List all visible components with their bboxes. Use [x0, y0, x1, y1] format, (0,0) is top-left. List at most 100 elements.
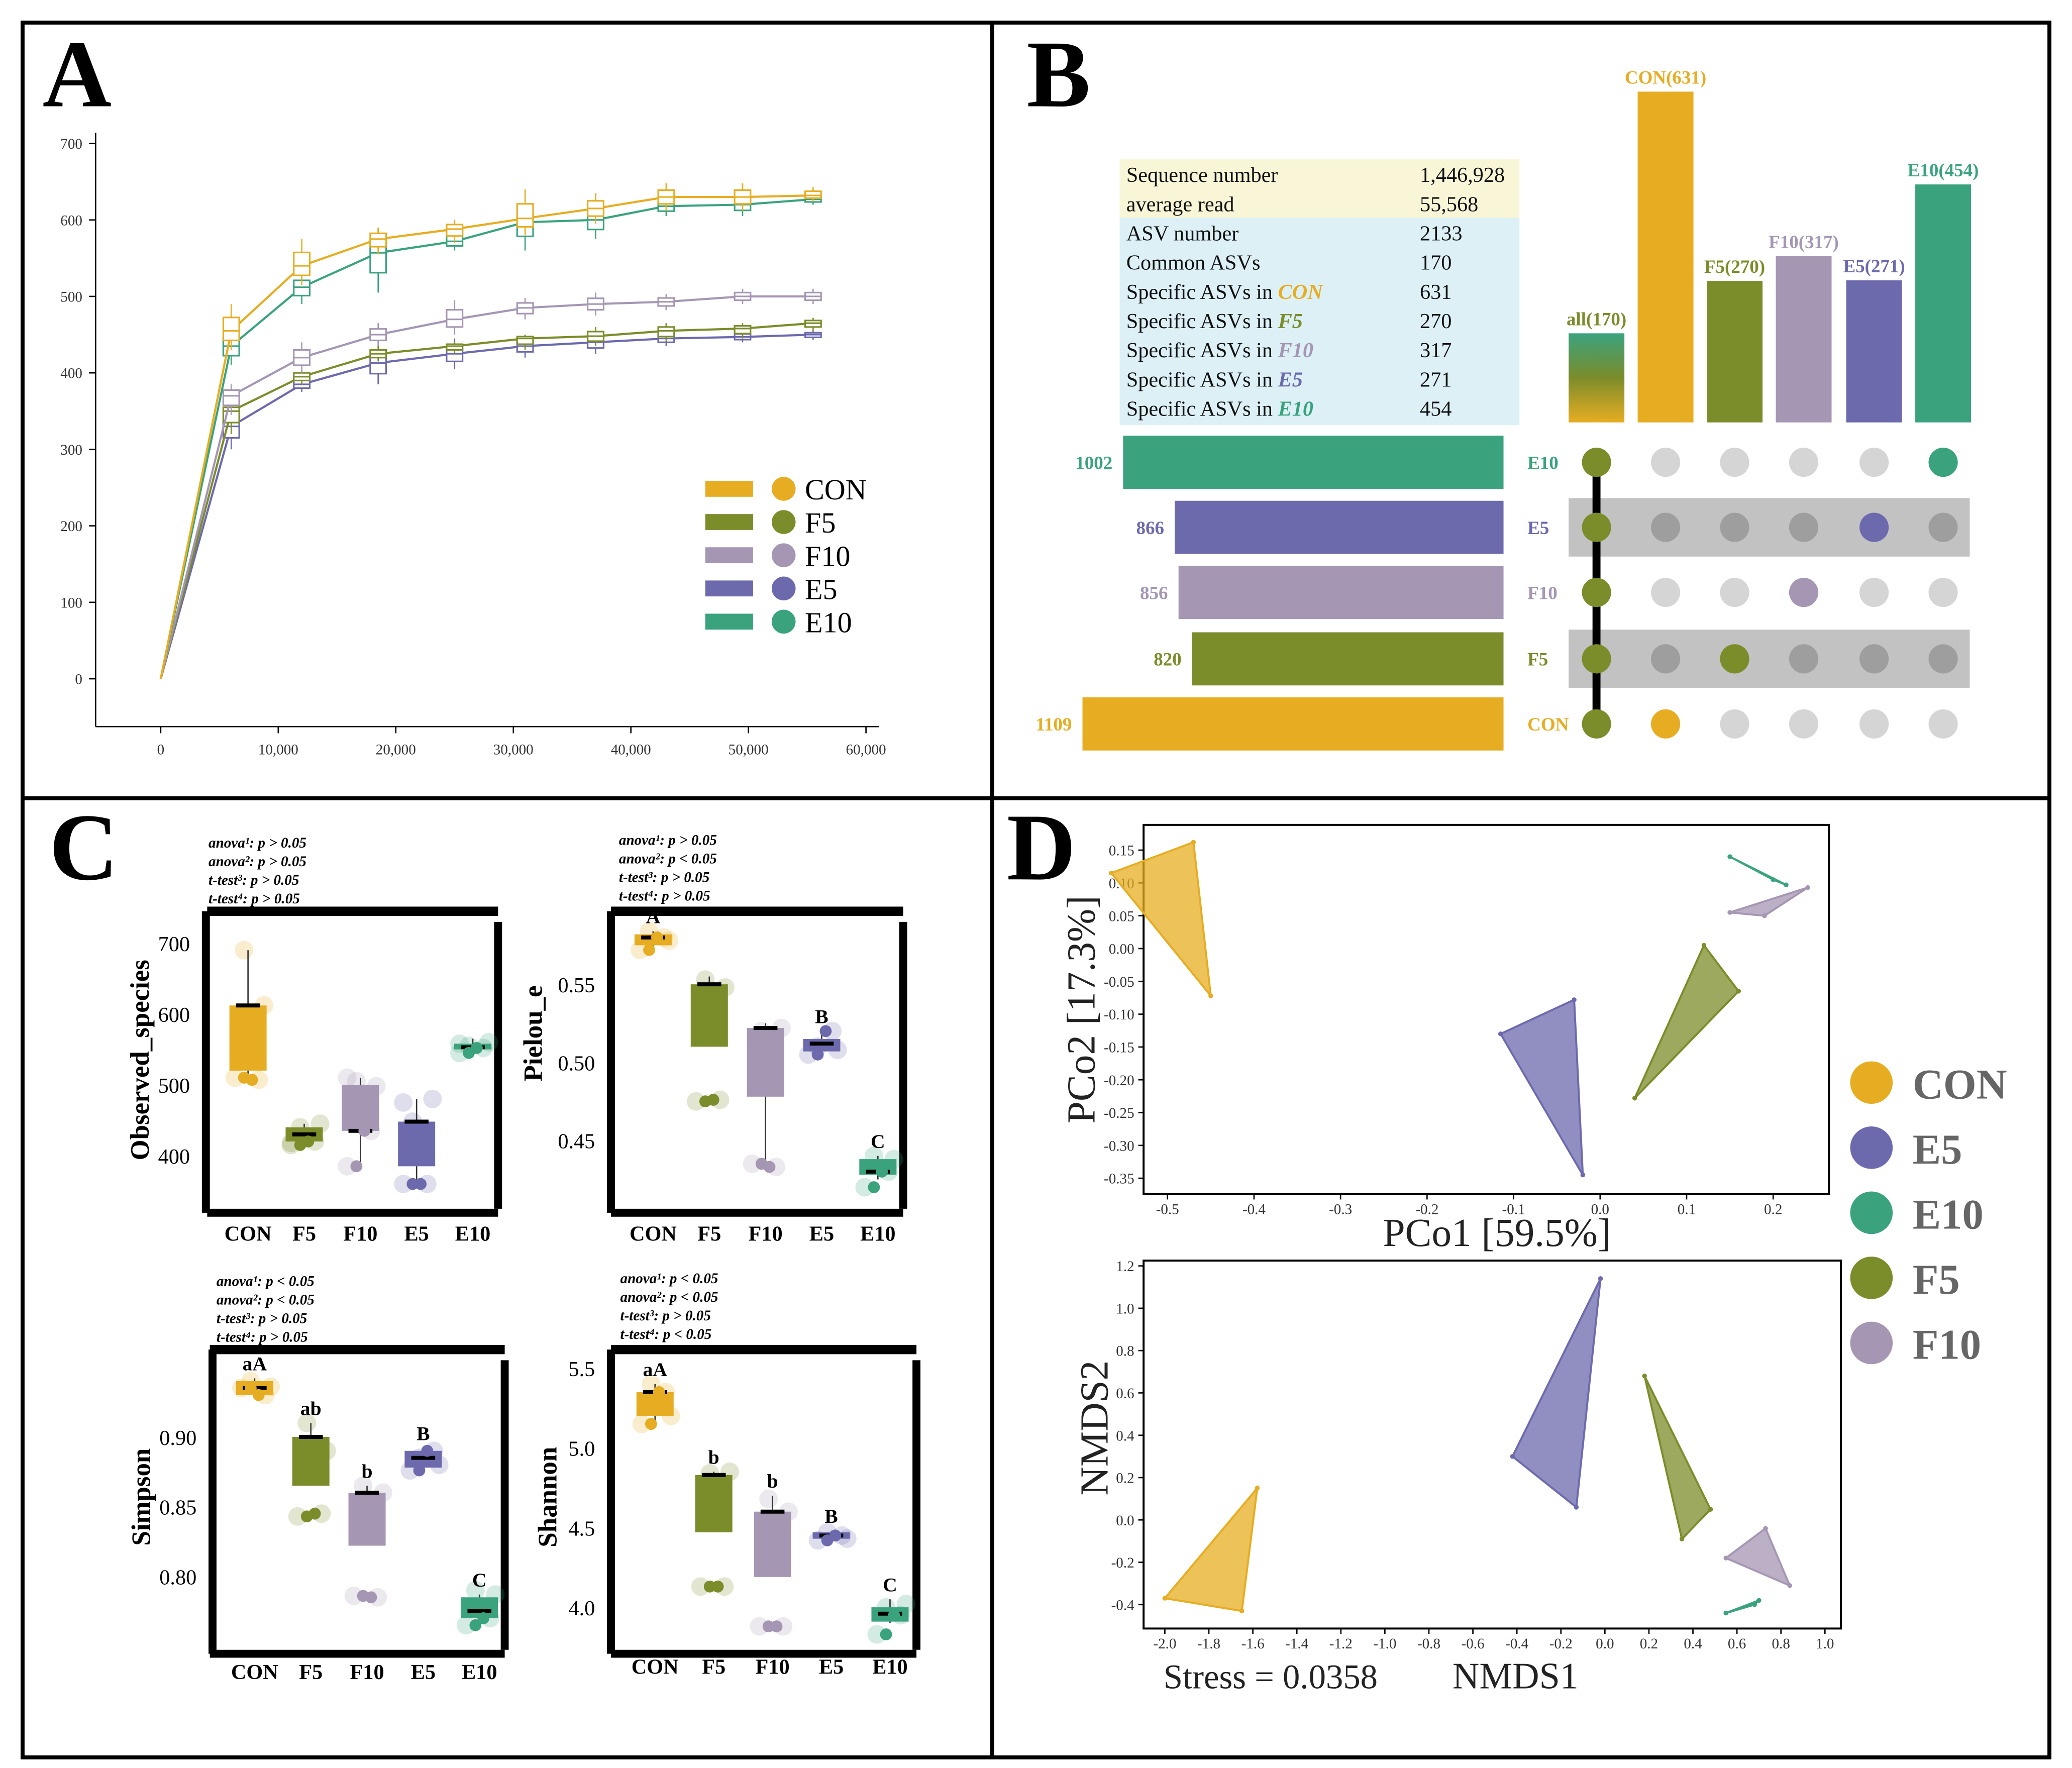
set-name-label: CON — [1527, 714, 1569, 735]
hull-point — [1642, 1373, 1647, 1379]
box — [657, 326, 675, 338]
category-label: CON — [231, 1660, 278, 1684]
hull-point — [1109, 871, 1114, 876]
stats-text: t-test³: p > 0.05 — [217, 1310, 307, 1326]
table-row-value: 631 — [1420, 280, 1452, 304]
y-tick-label: 700 — [158, 932, 190, 956]
significance-letter: b — [708, 1446, 719, 1469]
jitter-point-light — [338, 1068, 357, 1087]
x-tick-label: 0.4 — [1684, 1636, 1702, 1652]
set-name-label: F5 — [1527, 650, 1548, 670]
x-tick-label: 0.1 — [1678, 1202, 1696, 1218]
y-tick-label: -0.15 — [1104, 1039, 1134, 1056]
category-label: E10 — [455, 1222, 490, 1245]
category-label: F5 — [702, 1655, 726, 1679]
y-tick-label: 1.2 — [1116, 1259, 1134, 1275]
y-tick-label: -0.4 — [1111, 1597, 1134, 1613]
x-tick-label: 10,000 — [258, 742, 298, 758]
significance-letter: A — [646, 906, 661, 928]
table-row-prefix: ASV number — [1126, 222, 1239, 246]
y-tick-label: 600 — [158, 1003, 190, 1027]
legend-dot-e5 — [771, 576, 796, 601]
hull-con — [1109, 841, 1212, 999]
table-row-prefix: average read — [1126, 192, 1234, 216]
jitter-point — [876, 1166, 888, 1178]
stats-text: anova²: p < 0.05 — [620, 1289, 718, 1305]
legend-label-e10: E10 — [805, 606, 852, 639]
boxplot-panel-simpson: anova¹: p < 0.05 anova²: p < 0.05 t-test³:… — [127, 1273, 509, 1684]
matrix-dot — [1582, 578, 1611, 607]
jitter-point — [643, 944, 655, 956]
boxplot-f10 — [804, 288, 822, 304]
jitter-point-light — [344, 1586, 363, 1605]
y-tick-label: 0.8 — [1116, 1343, 1134, 1360]
x-tick-label: 20,000 — [376, 742, 416, 758]
legend-dot-con — [1850, 1061, 1893, 1104]
boxplot-con — [734, 183, 752, 211]
jitter-point — [829, 1529, 842, 1542]
intersection-bar — [1569, 333, 1625, 423]
x-tick-label: 0.8 — [1772, 1636, 1790, 1652]
boxplot-f10 — [222, 384, 240, 415]
legend-label-f5: F5 — [1913, 1257, 1960, 1303]
box — [369, 232, 387, 248]
panel-a-rarefaction-chart: 0 100 200 300 400 500 600 700 0 10,000 20,000 30,00… — [60, 133, 886, 758]
hull-point — [1752, 1602, 1757, 1607]
category-label: F10 — [343, 1222, 377, 1245]
jitter-point — [711, 1580, 724, 1593]
y-tick-label: -0.25 — [1104, 1105, 1134, 1121]
box — [734, 325, 752, 335]
y-tick-label: 0 — [75, 672, 82, 688]
boxplot-f5 — [369, 346, 387, 362]
hull-point — [1572, 997, 1577, 1002]
table-row-label: Common ASVs — [1126, 251, 1261, 275]
x-tick-label: -0.3 — [1329, 1202, 1352, 1218]
matrix-dot — [1720, 709, 1749, 739]
x-tick-label: 60,000 — [846, 742, 886, 758]
hull-point — [1756, 1598, 1762, 1603]
boxplot-con — [369, 227, 387, 255]
plot-frame — [1143, 1260, 1842, 1630]
hull-point — [1708, 1507, 1713, 1512]
table-row-group: F5 — [1278, 309, 1303, 333]
matrix-dot — [1859, 709, 1889, 739]
category-label: E5 — [809, 1222, 834, 1245]
category-label: E5 — [404, 1222, 429, 1245]
legend-label-e10: E10 — [1913, 1192, 1984, 1238]
jitter-point-light — [457, 1616, 476, 1635]
set-size-label: 1002 — [1075, 453, 1112, 473]
series-line-e5 — [159, 333, 813, 679]
plot-frame — [1143, 823, 1830, 1195]
jitter-point — [415, 1178, 427, 1190]
set-size-bar — [1175, 500, 1504, 554]
significance-letter: B — [417, 1422, 430, 1444]
jitter-point — [302, 1135, 315, 1148]
hull-f10 — [1729, 886, 1809, 917]
matrix-dot — [1720, 644, 1749, 674]
hull-point — [1208, 993, 1213, 998]
series-line-f10 — [159, 295, 813, 679]
table-row-prefix: Specific ASVs in — [1126, 309, 1278, 333]
jitter-point-light — [394, 1093, 413, 1112]
table-row-prefix: Specific ASVs in — [1126, 280, 1278, 304]
table-row-value: 317 — [1420, 339, 1452, 362]
jitter-point — [477, 1612, 490, 1624]
hull-f10 — [1724, 1527, 1792, 1588]
matrix-dot — [1928, 709, 1958, 739]
y-axis-title: Pielou_e — [519, 986, 548, 1082]
intersection-label: CON(631) — [1625, 68, 1706, 88]
jitter-point-light — [759, 1489, 778, 1508]
jitter-point — [645, 1418, 657, 1430]
y-tick-label: 500 — [158, 1074, 190, 1098]
set-size-label: 1109 — [1035, 714, 1072, 735]
pcoa-plot: 0.150.100.050.00-0.05-0.10-0.15-0.20-0.2… — [1059, 823, 1830, 1255]
matrix-dot — [1650, 709, 1681, 739]
legend-label-e5: E5 — [1913, 1126, 1962, 1173]
intersection-bar — [1637, 91, 1694, 423]
hull-point — [1762, 913, 1767, 918]
table-row-value: 2133 — [1420, 222, 1463, 246]
matrix-dot — [1582, 644, 1611, 674]
x-tick-label: 0.2 — [1764, 1202, 1782, 1218]
stats-text: anova¹: p > 0.05 — [209, 835, 306, 851]
boxplot-f10 — [657, 294, 675, 310]
